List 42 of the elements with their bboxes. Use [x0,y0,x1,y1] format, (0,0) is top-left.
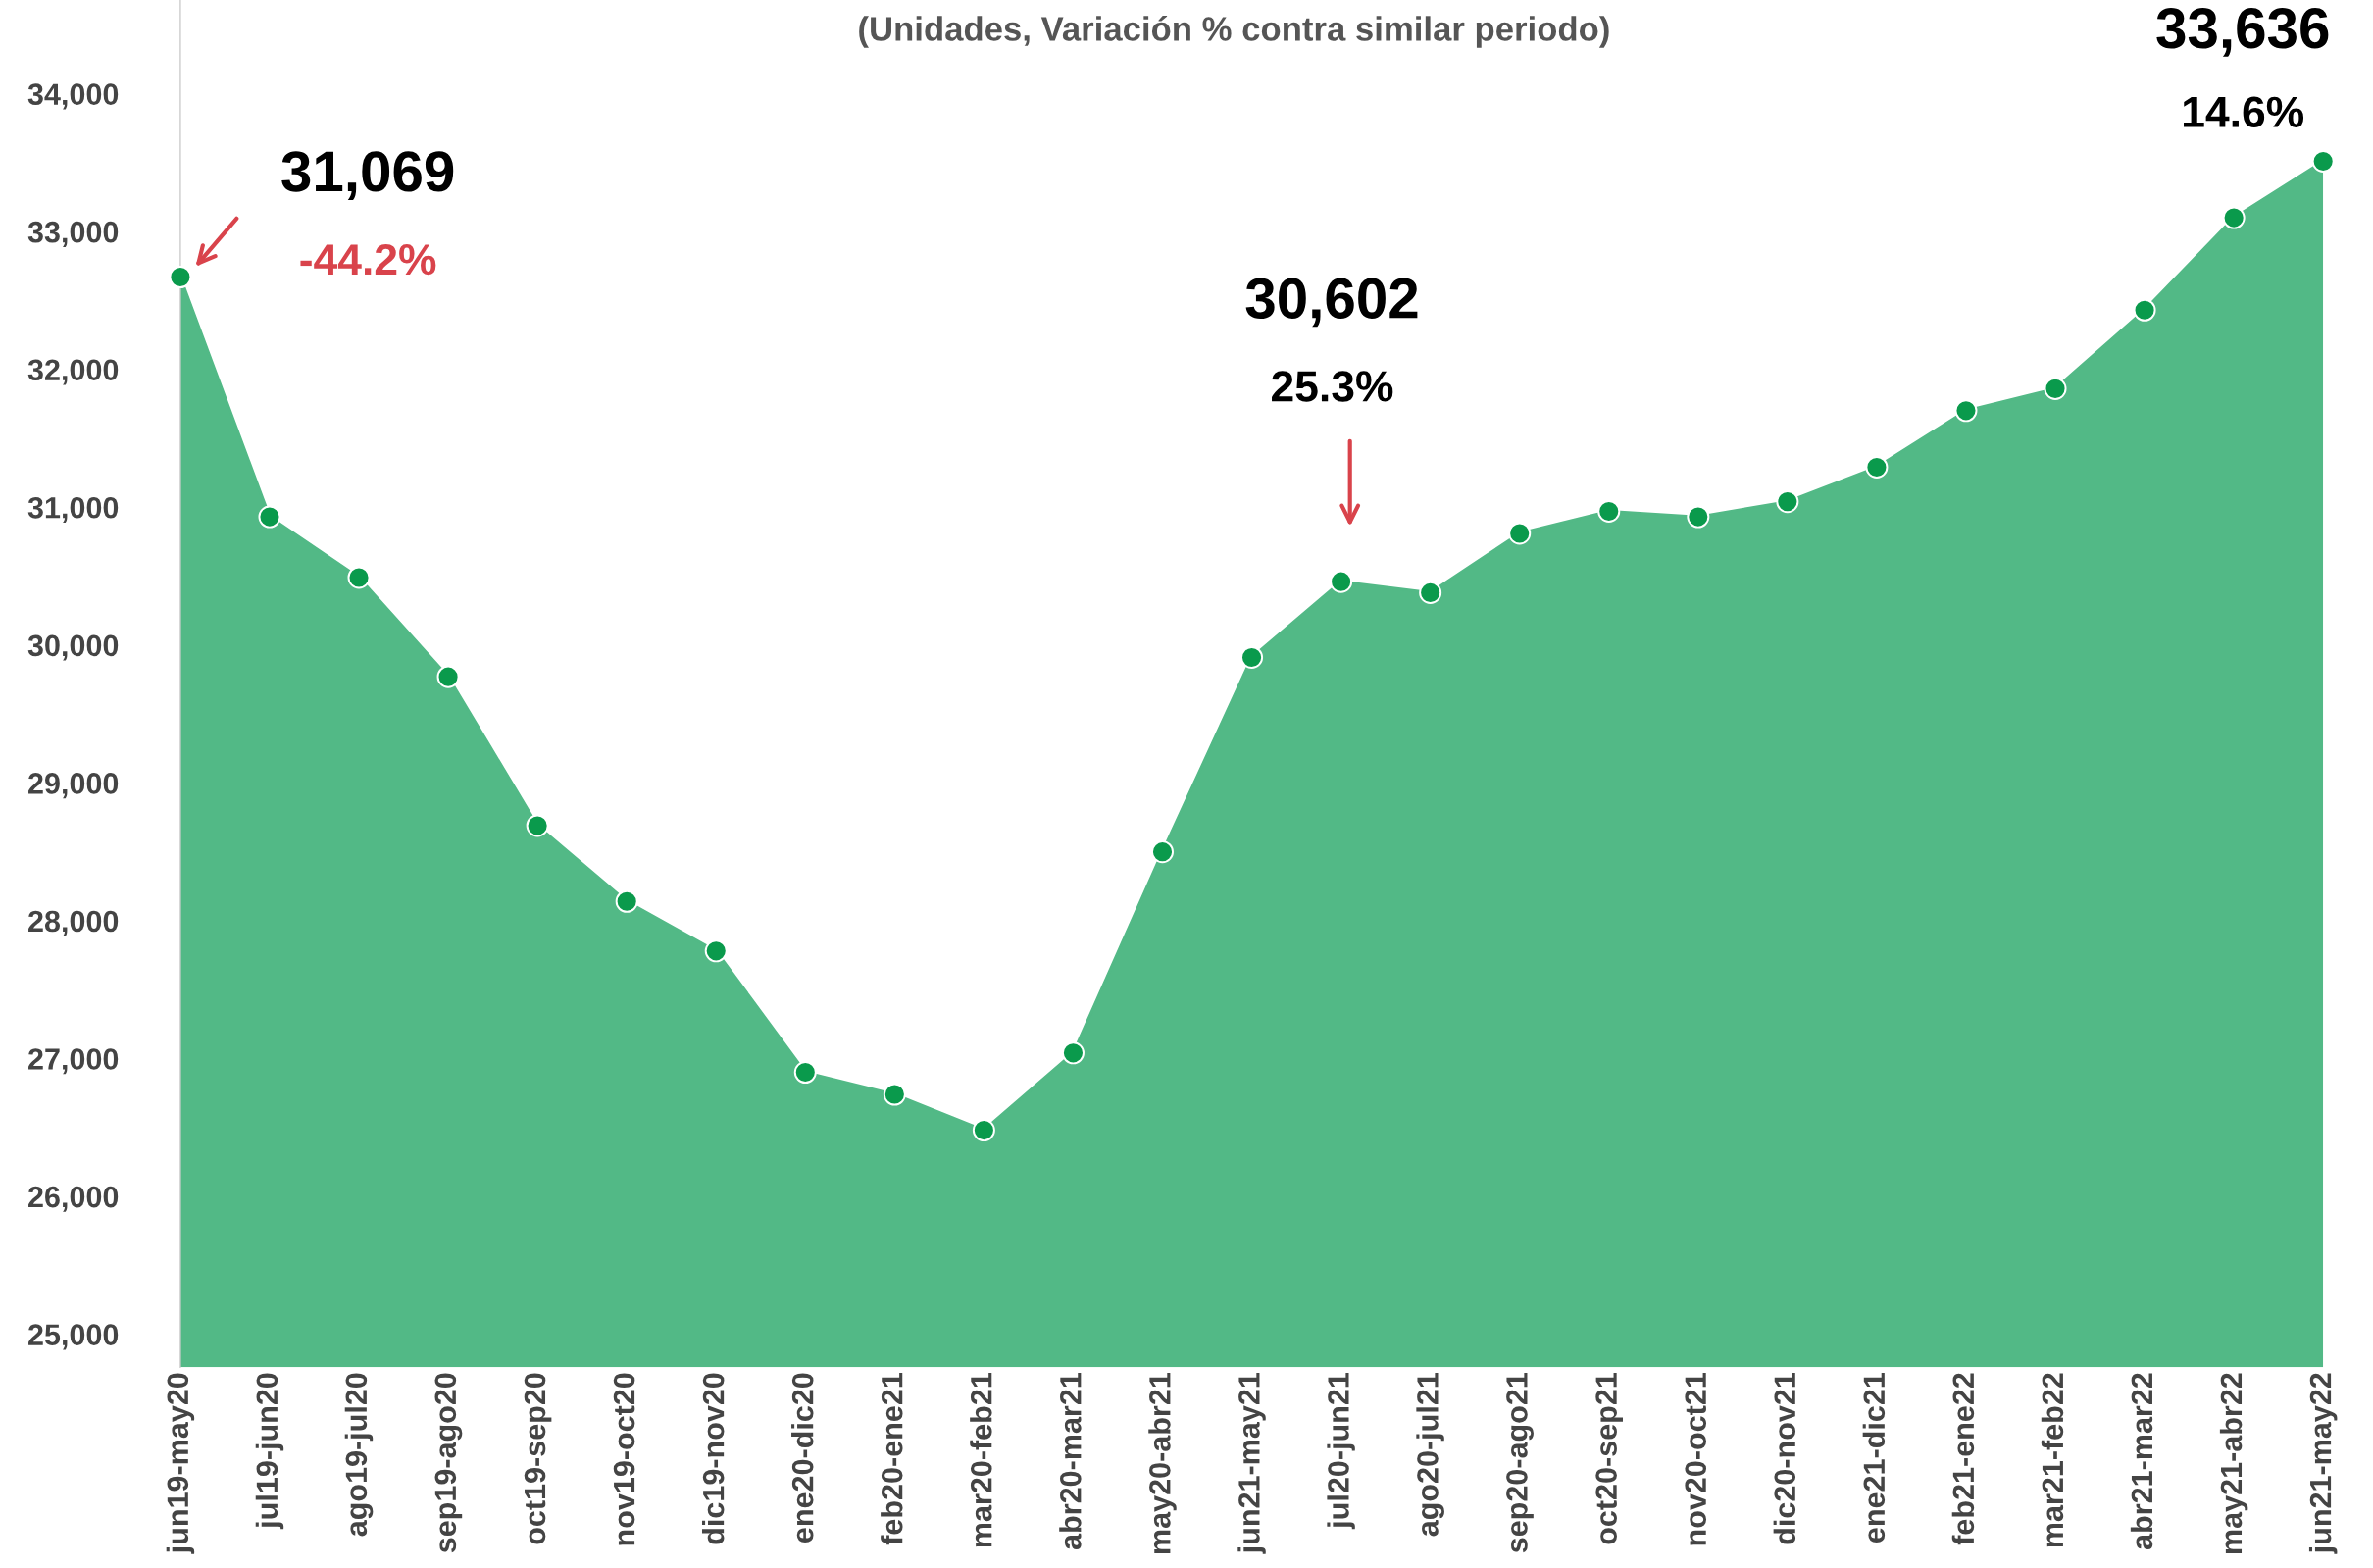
x-tick-label: dic20-nov21 [1773,1373,1796,1544]
chart-subtitle: (Unidades, Variación % contra similar periodo) [859,15,1609,48]
annotation: 30,602 [1245,278,1418,328]
x-tick-label: jul20-jun21 [1327,1373,1355,1530]
annotation: 25.3% [1272,371,1393,402]
y-tick-label: 32,000 [27,359,119,385]
x-tick-label: ene21-dic21 [1862,1373,1886,1543]
x-tick-label: oct19-sep20 [524,1373,552,1544]
x-tick-label: abr20-mar21 [1059,1373,1082,1550]
y-tick-label: 25,000 [28,1324,119,1350]
x-tick-label: ago19-jul20 [344,1373,374,1537]
y-tick-label: 29,000 [28,773,119,799]
x-tick-label: nov20-oct21 [1685,1373,1707,1545]
x-tick-label: mar20-feb21 [970,1373,992,1547]
x-tick-label: abr21-mar22 [2130,1373,2153,1550]
y-tick-label: 31,000 [27,496,119,524]
x-tick-label: ene20-dic20 [791,1373,814,1543]
annotation: 31,069 [281,151,454,201]
x-tick-label: sep19-ago20 [434,1373,463,1553]
y-tick-label: 26,000 [28,1186,119,1212]
x-tick-label: feb20-ene21 [881,1373,903,1545]
x-tick-label: feb21-ene22 [1951,1373,1975,1545]
x-tick-label: jul19-jun20 [255,1373,284,1530]
y-tick-label: 34,000 [27,83,119,110]
x-tick-label: jun19-may20 [166,1373,195,1554]
y-tick-label: 28,000 [28,910,119,936]
x-tick-label: mar21-feb22 [2041,1373,2064,1547]
x-tick-label: jun21-may21 [1237,1373,1266,1554]
x-tick-label: jun21-may22 [2308,1373,2338,1554]
annotation: 14.6% [2184,96,2304,127]
y-tick-label: 33,000 [27,221,119,247]
x-tick-label: sep20-ago21 [1506,1373,1534,1553]
annotation: 33,636 [2156,8,2329,57]
x-tick-label: may20-abr21 [1148,1373,1177,1554]
y-tick-label: 27,000 [28,1048,119,1075]
annotation: -44.2% [300,243,436,276]
x-tick-label: nov19-oct20 [613,1373,635,1545]
x-tick-label: may21-abr22 [2219,1373,2248,1554]
x-tick-label: oct20-sep21 [1595,1373,1623,1544]
x-tick-label: ago20-jul21 [1416,1373,1444,1537]
y-tick-label: 30,000 [27,634,119,661]
x-tick-label: dic19-nov20 [701,1373,725,1544]
